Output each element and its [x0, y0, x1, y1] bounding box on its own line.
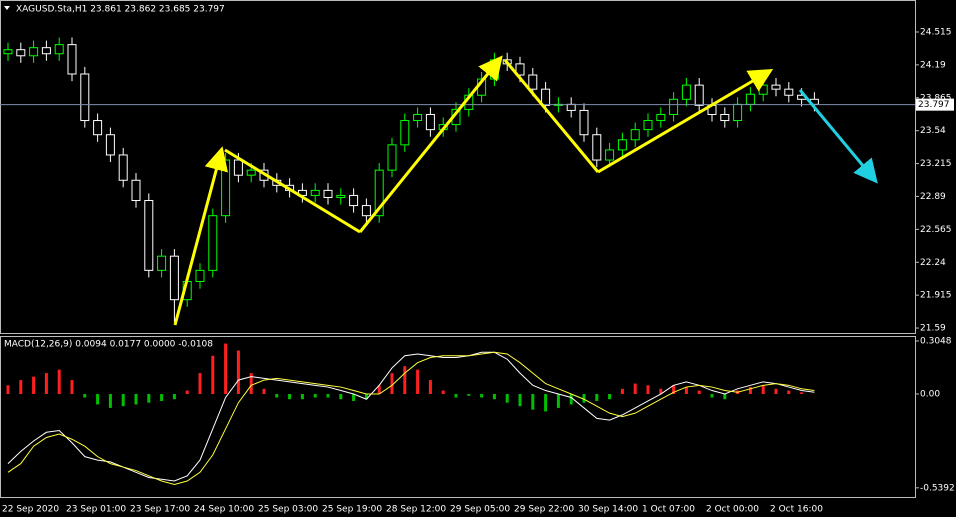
arrow — [597, 68, 774, 174]
macd-line — [7, 351, 815, 482]
candle-body — [131, 179, 141, 202]
candle-body — [528, 74, 538, 90]
candle-body — [681, 84, 691, 100]
candle-body — [118, 154, 128, 181]
candle-body — [592, 134, 602, 161]
y-tick-label: 22.565 — [920, 225, 952, 235]
candle-body — [617, 139, 627, 151]
candle-body — [771, 84, 781, 90]
candle-body — [579, 109, 589, 136]
candle-body — [221, 159, 231, 217]
candle-body — [745, 93, 755, 105]
x-tick-label: 23 Sep 01:00 — [66, 505, 126, 515]
candle-body — [566, 103, 576, 111]
x-tick-label: 30 Sep 14:00 — [578, 505, 638, 515]
candle-body — [733, 103, 743, 122]
x-tick-label: 1 Oct 07:00 — [642, 505, 695, 515]
arrow — [173, 146, 228, 326]
candle-body — [425, 113, 435, 131]
candle-body — [41, 47, 51, 55]
x-tick-label: 25 Sep 03:00 — [258, 505, 318, 515]
candle-body — [29, 47, 39, 57]
candle-body — [157, 255, 167, 271]
candle-body — [323, 189, 333, 198]
candle-body — [246, 169, 256, 176]
x-tick-label: 2 Oct 00:00 — [706, 505, 759, 515]
main-panel — [0, 0, 916, 334]
x-tick-label: 29 Sep 22:00 — [514, 505, 574, 515]
last-price-box — [916, 98, 954, 111]
last-price-label: 23.797 — [918, 100, 950, 110]
x-tick-label: 24 Sep 10:00 — [194, 505, 254, 515]
y-tick-label: 22.24 — [920, 258, 946, 268]
candle-body — [3, 49, 13, 55]
x-tick-label: 25 Sep 19:00 — [322, 505, 382, 515]
macd-line — [7, 351, 815, 485]
candle-body — [16, 49, 26, 57]
candle-body — [400, 120, 410, 146]
candle-body — [656, 113, 666, 122]
candle-body — [643, 120, 653, 131]
y-tick-label: 0.00 — [920, 390, 940, 400]
candle-body — [413, 113, 423, 122]
candle-body — [169, 255, 179, 301]
x-tick-label: 22 Sep 2020 — [2, 505, 59, 515]
candle-body — [515, 63, 525, 76]
y-tick-label: -0.5392 — [920, 483, 955, 493]
y-tick-label: 24.515 — [920, 27, 952, 37]
candle-body — [349, 194, 359, 207]
candle-body — [669, 98, 679, 115]
candle-body — [67, 44, 77, 75]
y-tick-label: 23.54 — [920, 126, 946, 136]
candle-body — [233, 159, 243, 176]
menu-icon[interactable] — [4, 6, 10, 10]
y-tick-label: 0.3048 — [920, 336, 952, 346]
candle-body — [605, 149, 615, 161]
candle-body — [784, 88, 794, 96]
x-tick-label: 29 Sep 05:00 — [450, 505, 510, 515]
y-tick-label: 23.215 — [920, 159, 952, 169]
candle-body — [208, 215, 218, 271]
arrow — [358, 55, 503, 233]
arrow — [798, 89, 878, 184]
candle-body — [720, 113, 730, 122]
candle-body — [310, 189, 320, 196]
x-tick-label: 2 Oct 16:00 — [770, 505, 823, 515]
macd-title: MACD(12,26,9) 0.0094 0.0177 0.0000 -0.01… — [4, 340, 213, 350]
candle-body — [630, 129, 640, 141]
y-tick-label: 24.19 — [920, 60, 946, 70]
x-tick-label: 28 Sep 12:00 — [386, 505, 446, 515]
candle-body — [144, 200, 154, 271]
y-tick-label: 23.865 — [920, 93, 952, 103]
x-tick-label: 23 Sep 17:00 — [130, 505, 190, 515]
candle-body — [80, 73, 90, 122]
y-tick-label: 21.59 — [920, 324, 946, 334]
candle-body — [361, 205, 371, 217]
macd-panel — [0, 336, 916, 498]
arrow — [503, 59, 600, 173]
candle-body — [195, 269, 205, 282]
candle-body — [336, 194, 346, 198]
candle-body — [694, 84, 704, 106]
trend-arrows — [173, 55, 878, 326]
candle-body — [758, 84, 768, 95]
candle-body — [93, 120, 103, 136]
y-tick-label: 21.915 — [920, 291, 952, 301]
candle-body — [54, 44, 64, 55]
arrow — [224, 148, 361, 234]
candle-body — [374, 169, 384, 217]
candle-body — [387, 144, 397, 171]
chart-title: XAGUSD.Sta,H1 23.861 23.862 23.685 23.79… — [16, 5, 225, 15]
candle-body — [541, 88, 551, 106]
y-tick-label: 22.89 — [920, 192, 946, 202]
candle-body — [105, 134, 115, 156]
